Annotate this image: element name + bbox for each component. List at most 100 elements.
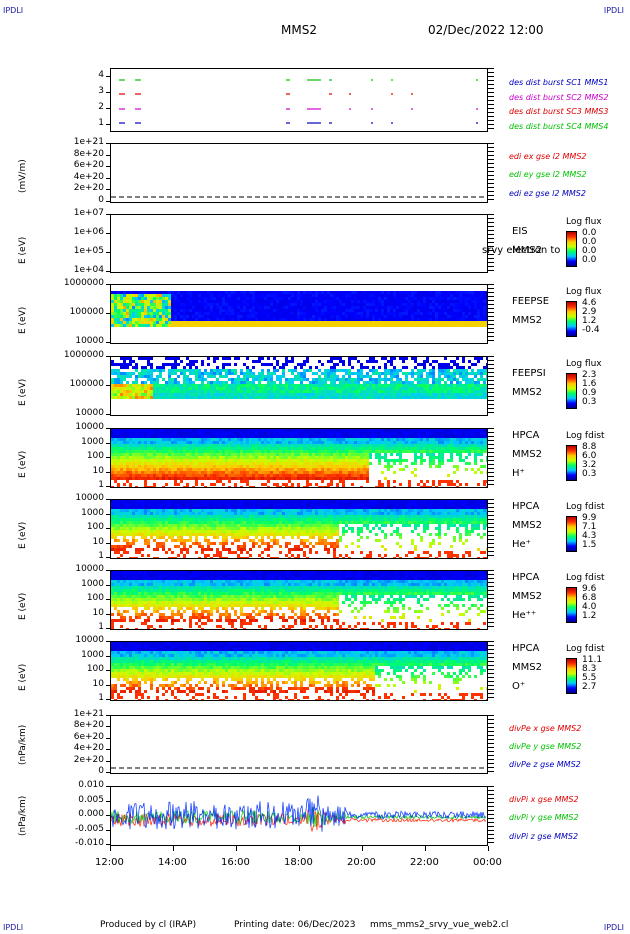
cell [312,456,315,459]
cell [237,393,240,396]
cell [363,387,366,390]
cell [336,324,339,327]
cell [114,435,117,438]
cell [432,459,435,462]
cell [144,291,147,294]
cell [324,468,327,471]
cell [279,375,282,378]
cell [456,438,459,441]
cell [411,450,414,453]
cell [210,393,213,396]
cell [192,441,195,444]
cell [204,291,207,294]
cell [132,447,135,450]
cell [438,480,441,483]
cell [141,375,144,378]
cell [264,471,267,474]
cell [441,369,444,372]
cell [282,474,285,477]
cell [156,462,159,465]
cell [186,441,189,444]
cell [294,477,297,480]
cell [282,297,285,300]
cell [243,465,246,468]
cell [393,312,396,315]
cell [171,369,174,372]
cell [213,324,216,327]
cell [285,357,288,360]
cell [315,483,318,486]
cell [315,309,318,312]
cell [255,438,258,441]
cell [183,465,186,468]
cell [192,447,195,450]
cell [441,453,444,456]
cell [204,372,207,375]
cell [480,378,483,381]
cell [258,456,261,459]
cell [414,324,417,327]
cell [279,294,282,297]
cell [339,444,342,447]
cell [432,447,435,450]
cell [243,477,246,480]
cell [456,450,459,453]
cell [396,429,399,432]
cell [138,438,141,441]
cell [135,303,138,306]
cell [300,309,303,312]
cell [249,471,252,474]
cell [156,321,159,324]
cell [195,462,198,465]
cell [240,291,243,294]
cell [135,468,138,471]
cell [213,312,216,315]
cell [318,471,321,474]
cell [141,300,144,303]
cell [144,441,147,444]
cell [432,483,435,486]
cell [459,450,462,453]
cell [369,441,372,444]
cell [228,294,231,297]
cell [291,450,294,453]
cell [123,453,126,456]
cell [477,387,480,390]
cell [264,312,267,315]
cell [276,432,279,435]
cell [309,438,312,441]
cell [306,303,309,306]
cell [129,483,132,486]
cell [147,471,150,474]
cell [246,429,249,432]
cell [126,506,129,509]
cell [399,312,402,315]
cell [438,369,441,372]
cell [324,393,327,396]
cell [291,432,294,435]
cell [261,465,264,468]
cell [444,381,447,384]
cell [294,441,297,444]
cell [264,396,267,399]
cell [411,294,414,297]
cell [273,318,276,321]
cell [486,390,487,393]
cell [180,390,183,393]
cell [483,312,486,315]
cell [132,462,135,465]
cell [405,429,408,432]
cell [393,429,396,432]
cell [405,297,408,300]
cell [270,300,273,303]
cell [342,459,345,462]
cell [393,291,396,294]
cell [144,453,147,456]
cell [234,372,237,375]
cell [234,321,237,324]
cell [201,312,204,315]
cell [216,384,219,387]
cell [153,447,156,450]
cell [429,390,432,393]
cell [285,381,288,384]
